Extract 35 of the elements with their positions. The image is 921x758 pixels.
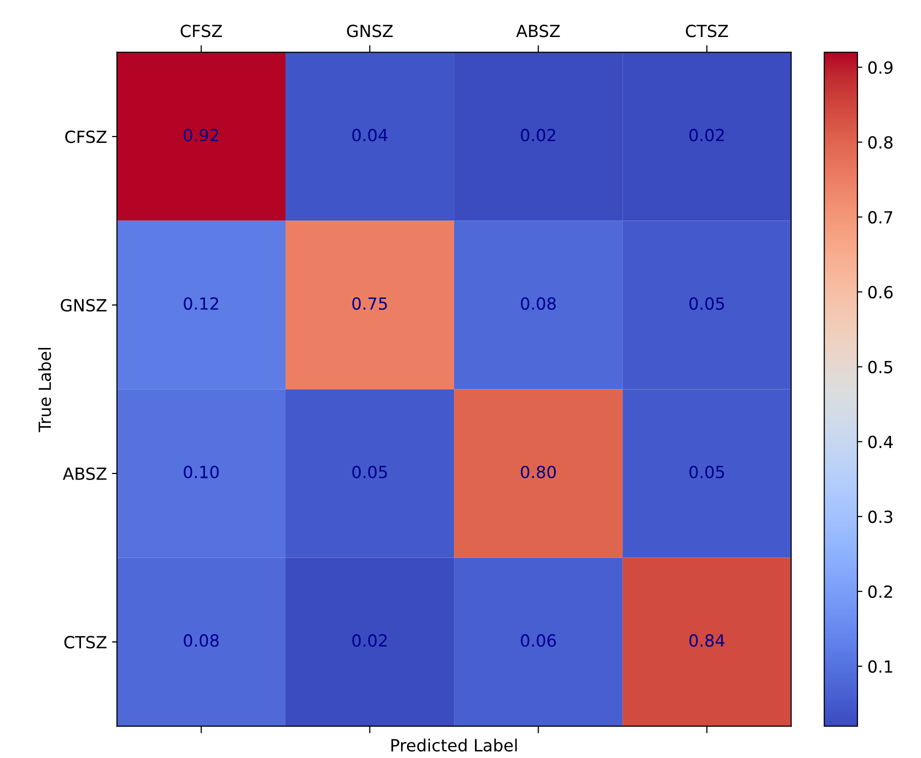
data-label: 0.06	[520, 634, 556, 647]
data-label: 0.05	[352, 466, 387, 478]
color-bar-label: 0.3	[868, 510, 892, 524]
data-label: 0.08	[520, 297, 556, 310]
data-label: 0.08	[184, 634, 219, 647]
color-bar-label: 0.1	[868, 660, 892, 673]
data-label: 0.10	[184, 466, 219, 478]
y-tick-label: CFSZ	[65, 130, 106, 144]
data-label: 0.84	[689, 634, 724, 647]
color-bar-label: 0.8	[868, 136, 893, 149]
data-label: 0.02	[689, 128, 724, 142]
color-bar-label: 0.5	[868, 360, 892, 374]
data-label: 0.92	[184, 128, 218, 142]
data-label: 0.02	[520, 128, 556, 142]
data-label: 0.05	[689, 466, 724, 478]
x-tick-label: CTSZ	[686, 24, 728, 38]
color-bar-label: 0.2	[868, 585, 892, 598]
color-bar-label: 0.7	[868, 210, 892, 224]
data-label: 0.80	[520, 466, 556, 478]
data-label: 0.04	[352, 128, 388, 142]
data-label: 0.05	[689, 297, 724, 310]
color-bar-label: 0.9	[868, 61, 893, 74]
data-label: 0.12	[184, 297, 218, 310]
color-bar-label: 0.6	[868, 286, 893, 298]
y-tick-label: GNSZ	[60, 298, 106, 312]
x-tick-label: CFSZ	[180, 24, 222, 38]
y-tick-label: CTSZ	[64, 636, 106, 648]
x-tick-label: GNSZ	[347, 24, 393, 38]
x-tick-label: ABSZ	[516, 24, 560, 38]
y-axis-title: True Label	[38, 348, 52, 432]
y-tick-label: ABSZ	[62, 467, 106, 480]
color-bar-label: 0.4	[868, 436, 893, 448]
x-axis-title: Predicted Label	[391, 738, 517, 752]
data-label: 0.02	[352, 634, 387, 647]
data-label: 0.75	[352, 297, 387, 310]
